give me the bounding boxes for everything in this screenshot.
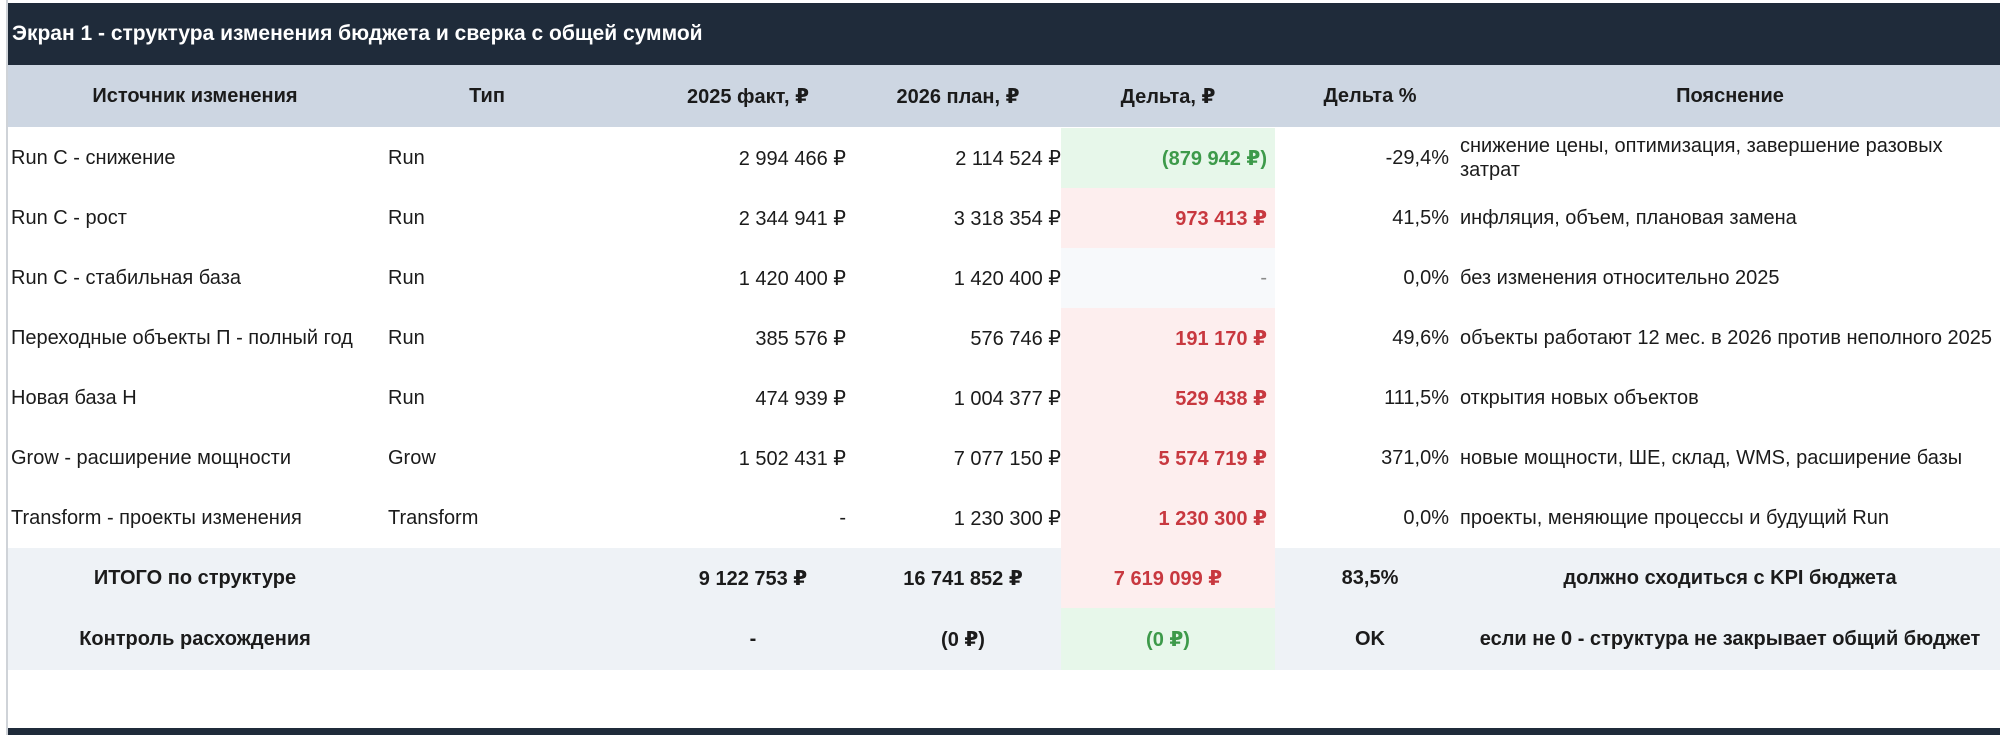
cell-fact[interactable]: - [839,506,846,529]
table-row[interactable]: Run C - стабильная база Run 1 420 400 ₽ … [8,248,2000,308]
control-status[interactable]: OK [1355,627,1385,650]
col-header-plan[interactable]: 2026 план, ₽ [896,85,1020,108]
cell-fact[interactable]: 2 994 466 ₽ [738,147,846,170]
total-pct[interactable]: 83,5% [1341,566,1399,589]
cell-pct[interactable]: 0,0% [1403,506,1449,529]
cell-delta[interactable]: (879 942 ₽) [1061,128,1275,188]
control-delta[interactable]: (0 ₽) [1061,608,1275,670]
cell-type[interactable]: Run [388,266,425,289]
cell-fact[interactable]: 1 420 400 ₽ [738,267,846,290]
cell-type[interactable]: Run [388,146,425,169]
cell-delta[interactable]: 1 230 300 ₽ [1061,488,1275,548]
cell-note[interactable]: объекты работают 12 мес. в 2026 против н… [1460,327,1993,349]
cell-note[interactable]: без изменения относительно 2025 [1460,267,1780,289]
table-row[interactable]: Grow - расширение мощности Grow 1 502 43… [8,428,2000,488]
cell-note[interactable]: инфляция, объем, плановая замена [1460,207,1797,229]
cell-fact[interactable]: 385 576 ₽ [755,327,846,350]
left-border [6,0,8,735]
cell-source[interactable]: Grow - расширение мощности [11,446,291,469]
col-header-delta[interactable]: Дельта, ₽ [1120,85,1216,108]
cell-plan[interactable]: 3 318 354 ₽ [953,207,1061,230]
cell-source[interactable]: Переходные объекты П - полный год [11,326,353,349]
col-header-pct[interactable]: Дельта % [1323,84,1417,107]
cell-plan[interactable]: 1 004 377 ₽ [953,387,1061,410]
control-row[interactable]: Контроль расхождения - (0 ₽) (0 ₽) OK ес… [8,608,2000,670]
total-label[interactable]: ИТОГО по структуре [93,566,297,589]
cell-plan[interactable]: 7 077 150 ₽ [953,447,1061,470]
cell-pct[interactable]: 371,0% [1381,446,1449,469]
control-label[interactable]: Контроль расхождения [79,627,311,650]
total-row[interactable]: ИТОГО по структуре 9 122 753 ₽ 16 741 85… [8,548,2000,608]
col-header-source[interactable]: Источник изменения [92,84,298,107]
col-header-type[interactable]: Тип [469,84,505,107]
table-row[interactable]: Переходные объекты П - полный год Run 38… [8,308,2000,368]
table-row[interactable]: Новая база Н Run 474 939 ₽ 1 004 377 ₽ 5… [8,368,2000,428]
total-delta[interactable]: 7 619 099 ₽ [1061,548,1275,608]
cell-note[interactable]: проекты, меняющие процессы и будущий Run [1460,507,1890,529]
col-header-note[interactable]: Пояснение [1676,84,1784,107]
column-header-row: Источник изменения Тип 2025 факт, ₽ 2026… [8,65,2000,127]
cell-note[interactable]: новые мощности, ШЕ, склад, WMS, расширен… [1460,447,1963,469]
table-row[interactable]: Run C - рост Run 2 344 941 ₽ 3 318 354 ₽… [8,188,2000,248]
control-note[interactable]: если не 0 - структура не закрывает общий… [1479,627,1981,650]
cell-source[interactable]: Run C - стабильная база [11,266,241,289]
cell-note[interactable]: снижение цены, оптимизация, завершение р… [1460,135,1943,181]
cell-source[interactable]: Run C - рост [11,206,127,229]
cell-plan[interactable]: 1 420 400 ₽ [953,267,1061,290]
cell-fact[interactable]: 474 939 ₽ [755,387,846,410]
bottom-bar [8,728,2000,735]
total-fact[interactable]: 9 122 753 ₽ [698,567,808,590]
cell-plan[interactable]: 1 230 300 ₽ [953,507,1061,530]
cell-delta[interactable]: 973 413 ₽ [1061,188,1275,248]
cell-source[interactable]: Run C - снижение [11,146,176,169]
cell-plan[interactable]: 576 746 ₽ [970,327,1061,350]
cell-type[interactable]: Run [388,386,425,409]
cell-note[interactable]: открытия новых объектов [1460,387,1699,409]
cell-pct[interactable]: 111,5% [1384,386,1449,409]
totals-section: ИТОГО по структуре 9 122 753 ₽ 16 741 85… [8,548,2000,670]
cell-pct[interactable]: -29,4% [1385,146,1449,169]
control-plan[interactable]: (0 ₽) [941,628,985,651]
cell-delta[interactable]: 5 574 719 ₽ [1061,428,1275,488]
cell-delta[interactable]: - [1061,248,1275,308]
cell-source[interactable]: Transform - проекты изменения [11,506,302,529]
cell-delta[interactable]: 529 438 ₽ [1061,368,1275,428]
control-fact[interactable]: - [749,627,757,650]
cell-type[interactable]: Run [388,206,425,229]
cell-fact[interactable]: 2 344 941 ₽ [738,207,846,230]
table-row[interactable]: Run C - снижение Run 2 994 466 ₽ 2 114 5… [8,128,2000,188]
cell-pct[interactable]: 0,0% [1403,266,1449,289]
cell-type[interactable]: Grow [388,446,436,469]
cell-fact[interactable]: 1 502 431 ₽ [738,447,846,470]
col-header-fact[interactable]: 2025 факт, ₽ [686,85,809,108]
total-plan[interactable]: 16 741 852 ₽ [903,567,1023,590]
cell-pct[interactable]: 49,6% [1392,326,1449,349]
cell-pct[interactable]: 41,5% [1392,206,1449,229]
sheet-title: Экран 1 - структура изменения бюджета и … [8,3,2000,65]
cell-type[interactable]: Run [388,326,425,349]
cell-delta[interactable]: 191 170 ₽ [1061,308,1275,368]
cell-type[interactable]: Transform [388,506,479,529]
cell-plan[interactable]: 2 114 524 ₽ [955,147,1061,170]
total-note[interactable]: должно сходиться с KPI бюджета [1563,566,1897,589]
cell-source[interactable]: Новая база Н [11,386,137,409]
table-row[interactable]: Transform - проекты изменения Transform … [8,488,2000,548]
